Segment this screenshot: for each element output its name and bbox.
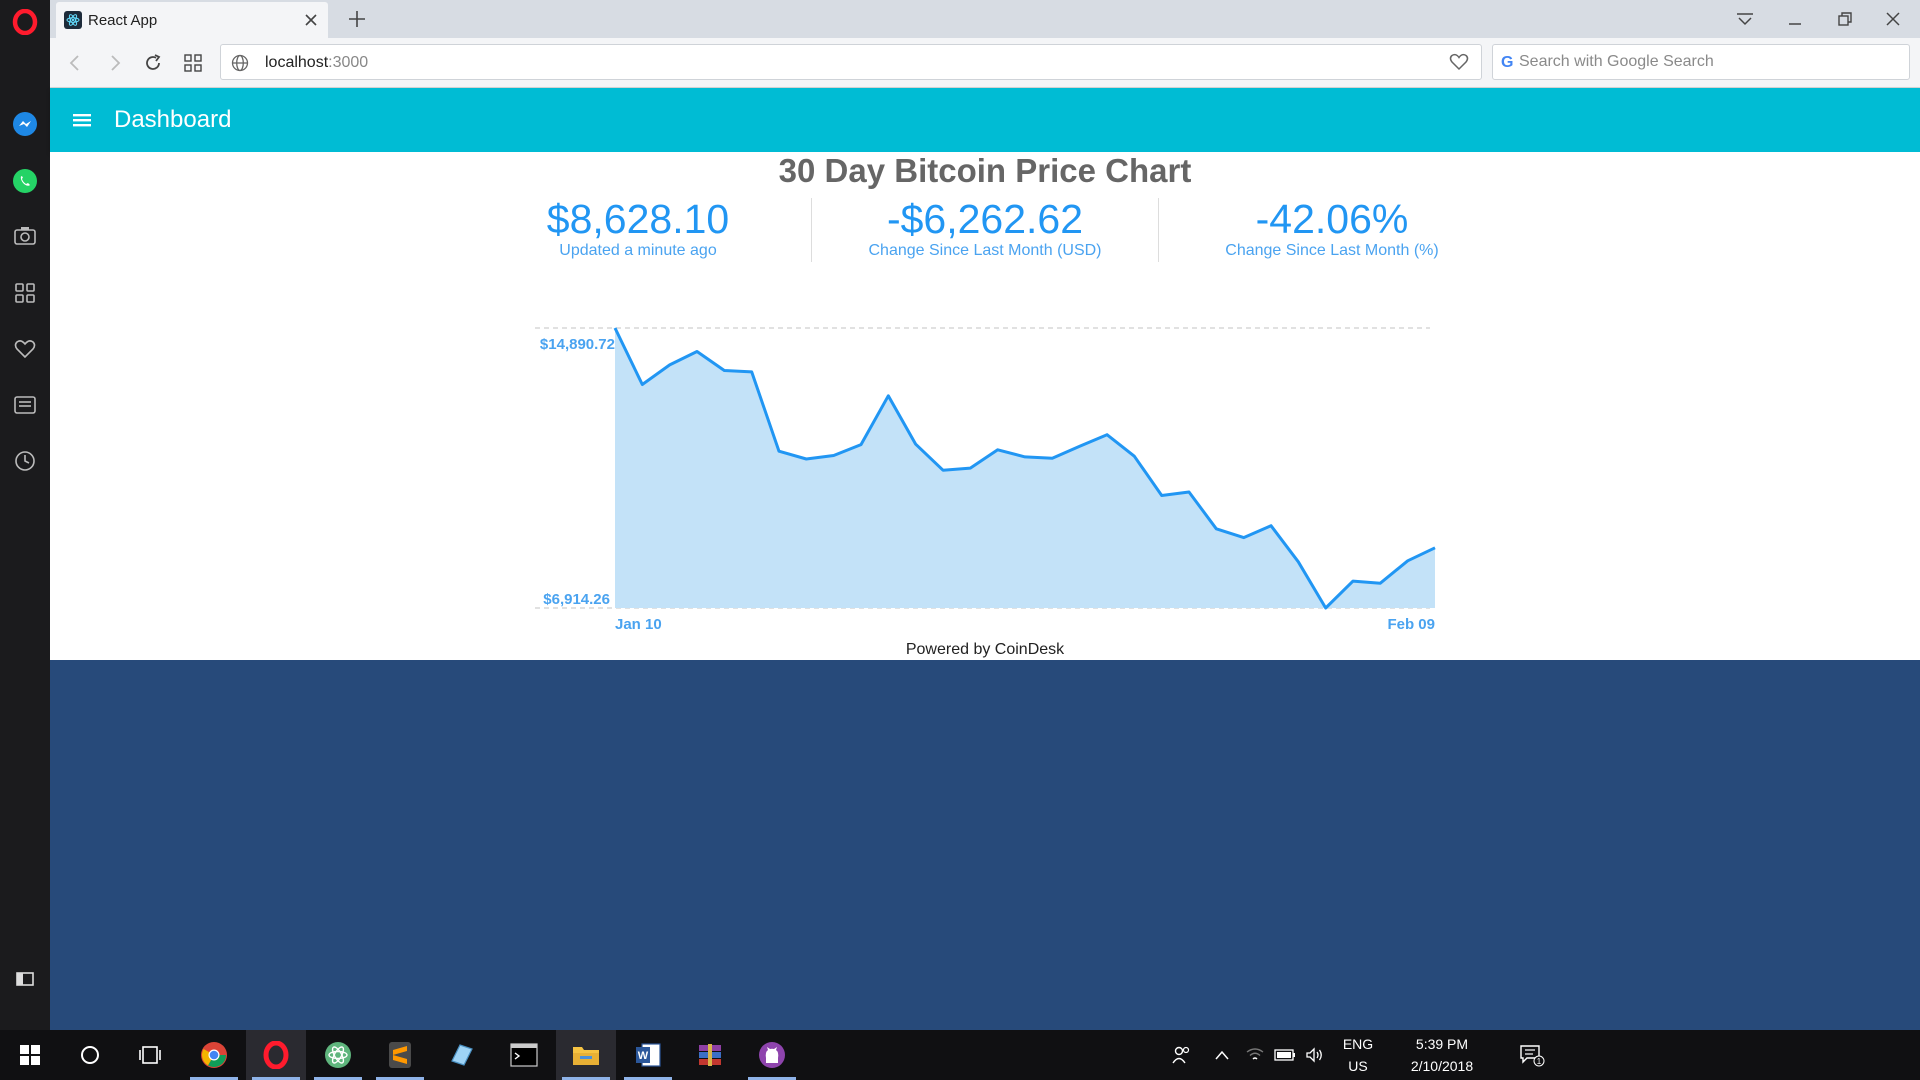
opera-taskbar-icon[interactable] bbox=[246, 1030, 306, 1080]
sidebar-toggle-icon[interactable] bbox=[0, 961, 50, 997]
cortana-search-icon[interactable] bbox=[60, 1030, 120, 1080]
action-center-icon[interactable]: 1 bbox=[1510, 1030, 1554, 1080]
task-view-icon[interactable] bbox=[120, 1030, 180, 1080]
word-taskbar-icon[interactable]: W bbox=[618, 1030, 678, 1080]
messenger-icon[interactable] bbox=[0, 106, 50, 142]
stat-label: Change Since Last Month (%) bbox=[1225, 242, 1439, 259]
google-g-icon: G bbox=[1501, 54, 1514, 71]
stat-value: -$6,262.62 bbox=[886, 196, 1084, 242]
windows-taskbar: W ENG US 5:39 PM 2/10/2018 1 bbox=[0, 1030, 1920, 1080]
tab-close-icon[interactable] bbox=[302, 11, 320, 29]
forward-icon[interactable] bbox=[102, 50, 128, 76]
bookmarks-heart-icon[interactable] bbox=[0, 331, 50, 367]
snapshot-icon[interactable] bbox=[0, 218, 50, 254]
whatsapp-icon[interactable] bbox=[0, 163, 50, 199]
file-explorer-taskbar-icon[interactable] bbox=[556, 1030, 616, 1080]
speed-dial-grid-icon[interactable] bbox=[180, 50, 206, 76]
stat-value: $8,628.10 bbox=[546, 196, 730, 242]
stat-change-percent: -42.06% Change Since Last Month (%) bbox=[1162, 196, 1502, 260]
stat-value: -42.06% bbox=[1255, 196, 1409, 242]
opera-logo-icon[interactable] bbox=[0, 4, 50, 40]
opera-sidebar bbox=[0, 0, 50, 1030]
news-icon[interactable] bbox=[0, 387, 50, 423]
stat-change-usd: -$6,262.62 Change Since Last Month (USD) bbox=[815, 196, 1155, 260]
y-min-label: $6,914.26 bbox=[543, 591, 610, 608]
tab-title: React App bbox=[88, 11, 158, 29]
atom-taskbar-icon[interactable] bbox=[308, 1030, 368, 1080]
system-tray: ENG US 5:39 PM 2/10/2018 1 bbox=[1160, 1030, 1920, 1080]
language-indicator[interactable]: ENG US bbox=[1342, 1036, 1374, 1074]
svg-text:W: W bbox=[638, 1050, 649, 1062]
x-end-label: Feb 09 bbox=[1387, 616, 1435, 633]
stat-current-price: $8,628.10 Updated a minute ago bbox=[468, 196, 808, 260]
tab-menu-icon[interactable] bbox=[1732, 6, 1758, 32]
x-start-label: Jan 10 bbox=[615, 616, 662, 633]
address-bar[interactable]: localhost:3000 bbox=[220, 44, 1482, 80]
people-icon[interactable] bbox=[1160, 1030, 1204, 1080]
new-tab-plus-icon[interactable] bbox=[346, 8, 368, 30]
wifi-icon[interactable] bbox=[1240, 1030, 1270, 1080]
speed-dial-icon[interactable] bbox=[0, 275, 50, 311]
price-chart: $14,890.72 $6,914.26 Jan 10 Feb 09 bbox=[535, 327, 1436, 633]
price-area bbox=[615, 328, 1435, 608]
y-max-label: $14,890.72 bbox=[540, 336, 615, 353]
sublime-taskbar-icon[interactable] bbox=[370, 1030, 430, 1080]
terminal-taskbar-icon[interactable] bbox=[494, 1030, 554, 1080]
stat-divider bbox=[1158, 198, 1159, 262]
stat-label: Change Since Last Month (USD) bbox=[868, 242, 1102, 259]
url-text: localhost:3000 bbox=[265, 54, 369, 71]
back-icon[interactable] bbox=[62, 50, 88, 76]
clock[interactable]: 5:39 PM 2/10/2018 bbox=[1410, 1036, 1474, 1074]
winrar-taskbar-icon[interactable] bbox=[680, 1030, 740, 1080]
volume-icon[interactable] bbox=[1300, 1030, 1330, 1080]
app-taskbar-icon[interactable] bbox=[432, 1030, 492, 1080]
hamburger-menu-icon[interactable] bbox=[70, 108, 94, 132]
stat-divider bbox=[811, 198, 812, 262]
minimize-icon[interactable] bbox=[1782, 6, 1808, 32]
close-window-icon[interactable] bbox=[1880, 6, 1906, 32]
windows-start-icon[interactable] bbox=[0, 1030, 60, 1080]
app-bar: Dashboard bbox=[50, 88, 1920, 152]
app-title: Dashboard bbox=[114, 106, 232, 133]
address-toolbar: localhost:3000 G bbox=[50, 38, 1920, 88]
chrome-taskbar-icon[interactable] bbox=[184, 1030, 244, 1080]
stat-label: Updated a minute ago bbox=[559, 242, 717, 259]
reload-icon[interactable] bbox=[140, 50, 166, 76]
chart-title: 30 Day Bitcoin Price Chart bbox=[778, 152, 1192, 189]
tab-strip: React App bbox=[50, 0, 1920, 38]
globe-icon bbox=[231, 54, 249, 77]
tray-chevron-up-icon[interactable] bbox=[1204, 1030, 1240, 1080]
restore-icon[interactable] bbox=[1832, 6, 1858, 32]
tab-react-app[interactable]: React App bbox=[56, 2, 328, 38]
battery-icon[interactable] bbox=[1270, 1030, 1300, 1080]
notification-count: 1 bbox=[1537, 1057, 1542, 1066]
search-input[interactable] bbox=[1519, 50, 1899, 74]
bookmark-heart-icon[interactable] bbox=[1449, 53, 1469, 76]
history-clock-icon[interactable] bbox=[0, 443, 50, 479]
powered-by: Powered by CoinDesk bbox=[905, 641, 1065, 658]
search-bar[interactable]: G bbox=[1492, 44, 1910, 80]
github-desktop-taskbar-icon[interactable] bbox=[742, 1030, 802, 1080]
react-favicon-icon bbox=[64, 11, 82, 29]
chart-card: 30 Day Bitcoin Price Chart $8,628.10 Upd… bbox=[50, 152, 1920, 660]
